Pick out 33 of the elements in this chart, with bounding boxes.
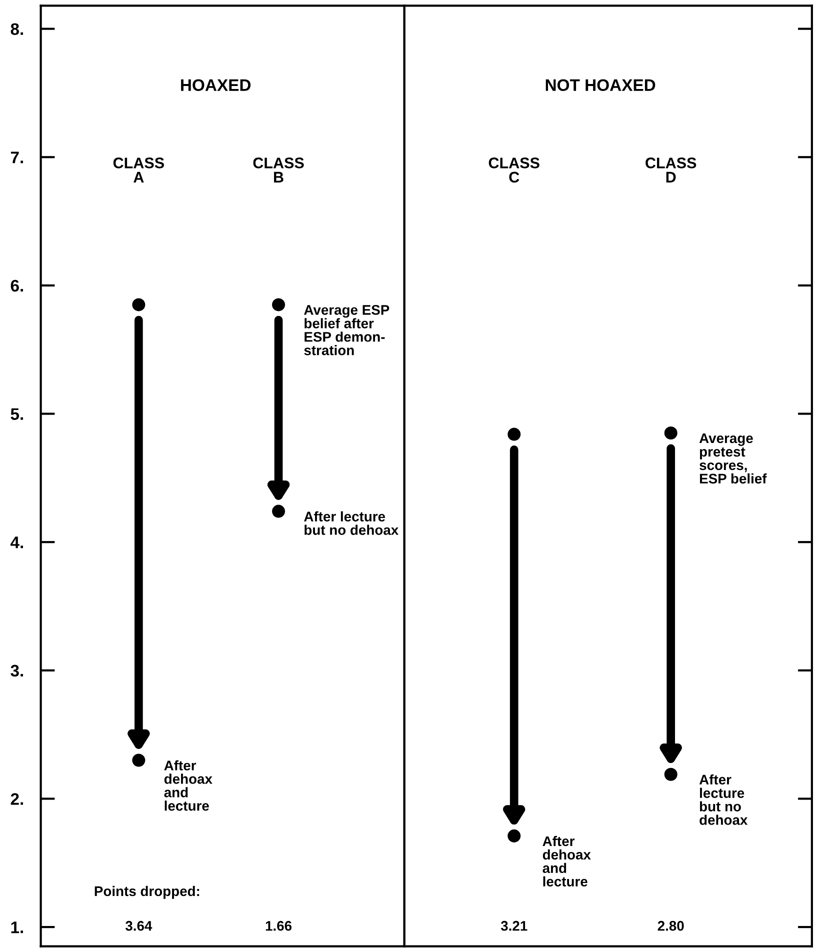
y-tick-label: 1.: [11, 922, 23, 934]
annotation: After lecture but no dehoax: [304, 511, 398, 535]
y-tick-label: 2.: [10, 793, 23, 805]
y-tick-label: 8.: [10, 23, 23, 36]
annotation: Points dropped:: [94, 886, 200, 899]
y-tick-label: 7.: [10, 152, 23, 164]
annotation: 3.21: [500, 920, 528, 931]
annotation: 2.80: [658, 920, 684, 931]
point: [272, 504, 286, 518]
text: HOAXED: [181, 79, 251, 92]
annotation: 1.66: [266, 920, 292, 931]
category-label: CLASS C: [488, 158, 540, 183]
y-tick-label: 3.: [10, 664, 23, 677]
point: [664, 768, 678, 781]
annotation: Average ESP belief after ESP demon- stration: [304, 305, 390, 356]
annotation: After lecture but no dehoax: [699, 774, 748, 825]
point: [664, 426, 678, 440]
y-tick-label: 4.: [10, 536, 23, 548]
category-label: CLASS B: [253, 158, 304, 182]
category-label: CLASS D: [646, 158, 696, 182]
annotation: Average pretest scores, ESP belief: [699, 433, 767, 484]
annotation: After dehoax and lecture: [542, 836, 591, 886]
point: [272, 298, 286, 312]
point: [508, 829, 521, 842]
point: [132, 298, 146, 312]
annotation: 3.64: [125, 920, 152, 931]
annotation: After dehoax and lecture: [164, 760, 212, 811]
y-tick-label: 5.: [10, 408, 23, 420]
text: NOT HOAXED: [546, 79, 656, 92]
y-tick-label: 6.: [10, 280, 23, 292]
category-label: CLASS A: [113, 158, 164, 182]
point: [132, 754, 146, 767]
point: [508, 428, 521, 441]
